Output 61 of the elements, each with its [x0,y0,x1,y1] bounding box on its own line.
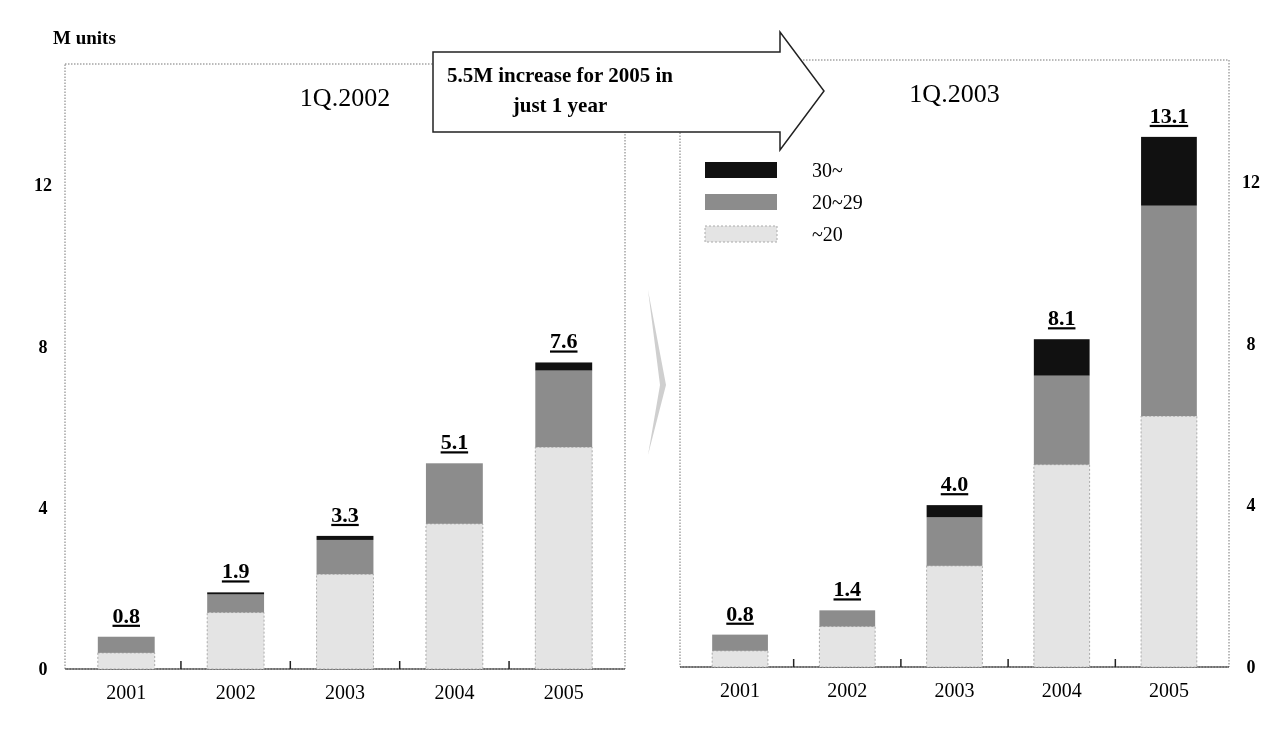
text: 1Q.2003 [909,79,1000,108]
total-label: 13.1 [1149,102,1189,128]
bar [425,463,483,524]
y-tick-label: 8 [1246,333,1256,354]
bar [206,612,265,670]
bar [316,539,374,575]
bar [97,652,156,670]
bar [819,610,876,627]
y-axis-title: M units [53,27,116,48]
x-tick-label: 2002 [215,681,256,703]
annotation: 5.5M increase for 2005 in just 1 year [446,63,674,117]
legend-label: ~20 [812,223,843,245]
legend-label: 20~29 [812,191,863,213]
total-label: 7.6 [550,328,578,354]
x-tick-label: 2005 [543,681,584,703]
bar [425,523,484,670]
text: 1Q.2002 [299,83,391,112]
bar [1033,339,1090,376]
bar [1140,415,1198,668]
total-label: 4.0 [940,471,969,497]
y-tick-label: 0 [38,659,48,680]
bar [926,565,983,668]
bar [535,370,593,448]
bar [926,517,983,566]
bar [535,362,593,371]
y-tick-label: 8 [38,336,48,357]
x-tick-label: 2004 [434,681,475,703]
x-tick-label: 2001 [106,681,147,703]
bar [926,505,983,518]
bar [819,626,876,668]
bar [1141,136,1197,206]
x-tick-label: 2003 [325,681,365,703]
total-label: 1.9 [221,558,250,584]
legend-label: 30~ [812,159,843,181]
bar [1033,464,1091,668]
x-tick-label: 2005 [1148,679,1189,701]
total-label: 0.8 [726,600,754,626]
x-tick-label: 2002 [827,679,868,701]
bar [1033,375,1090,465]
y-tick-label: 12 [34,175,52,196]
total-label: 8.1 [1047,305,1076,331]
y-tick-label: 0 [1246,657,1256,678]
total-label: 0.8 [112,602,140,628]
y-tick-label: 4 [38,497,48,518]
x-tick-label: 2003 [934,679,975,701]
bar [207,592,265,595]
bar [1141,205,1197,417]
bar [711,650,769,668]
bar [97,636,155,653]
x-tick-label: 2004 [1041,679,1082,701]
bar [316,535,374,540]
total-label: 5.1 [440,429,469,455]
bar [316,573,374,670]
x-tick-label: 2001 [720,679,761,701]
y-tick-label: 4 [1246,495,1256,516]
total-label: 1.4 [833,576,862,602]
y-tick-label: 12 [1242,171,1260,192]
bar [534,446,593,670]
total-label: 3.3 [331,501,359,527]
bar [207,594,265,613]
bar [712,634,768,651]
